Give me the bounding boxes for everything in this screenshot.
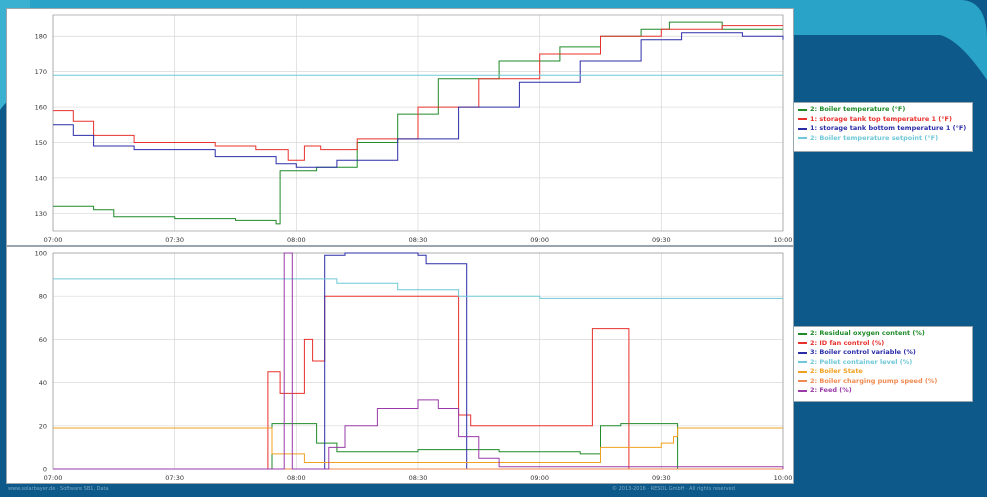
y-tick-label: 80 xyxy=(39,293,47,301)
legend-item: 2: ID fan control (%) xyxy=(798,339,968,349)
legend-swatch xyxy=(798,127,807,130)
x-tick-label: 10:00 xyxy=(774,474,793,482)
legend-label: 1: storage tank top temperature 1 (°F) xyxy=(810,114,952,123)
y-tick-label: 40 xyxy=(39,379,47,387)
x-tick-label: 08:30 xyxy=(409,236,428,244)
legend-label: 2: Boiler temperature setpoint (°F) xyxy=(810,133,939,142)
legend-swatch xyxy=(798,361,807,364)
legend-item: 2: Boiler temperature setpoint (°F) xyxy=(798,134,968,144)
legend-item: 2: Residual oxygen content (%) xyxy=(798,329,968,339)
legend-item: 1: storage tank top temperature 1 (°F) xyxy=(798,115,968,125)
x-tick-label: 07:30 xyxy=(165,474,184,482)
legend-swatch xyxy=(798,118,807,121)
x-tick-label: 08:00 xyxy=(287,236,306,244)
legend-label: 2: Residual oxygen content (%) xyxy=(810,329,925,338)
y-tick-label: 170 xyxy=(35,68,47,76)
legend-bottom: 2: Residual oxygen content (%) 2: ID fan … xyxy=(793,326,973,402)
x-tick-label: 09:00 xyxy=(530,474,549,482)
x-tick-label: 10:00 xyxy=(774,236,793,244)
legend-swatch xyxy=(798,380,807,383)
legend-top: 2: Boiler temperature (°F) 1: storage tan… xyxy=(793,102,973,152)
chart-bottom-svg: 0 20 40 60 80 100 07:00 07:30 08:00 08:30 09:00 09:… xyxy=(35,250,793,483)
legend-swatch xyxy=(798,389,807,392)
legend-label: 2: ID fan control (%) xyxy=(810,338,885,347)
legend-swatch xyxy=(798,342,807,345)
legend-item: 2: Feed (%) xyxy=(798,386,968,396)
legend-label: 2: Boiler charging pump speed (%) xyxy=(810,376,938,385)
footer-left: www.solarbayer.de · Software SB1, Data xyxy=(8,486,109,492)
legend-label: 1: storage tank bottom temperature 1 (°F… xyxy=(810,124,967,133)
y-tick-label: 180 xyxy=(35,33,47,41)
x-tick-label: 09:00 xyxy=(530,236,549,244)
x-tick-label: 09:30 xyxy=(652,474,671,482)
legend-label: 2: Boiler temperature (°F) xyxy=(810,105,906,114)
legend-item: 3: Boiler control variable (%) xyxy=(798,348,968,358)
chart-bottom: 0 20 40 60 80 100 07:00 07:30 08:00 08:30 09:00 09:… xyxy=(6,246,794,484)
legend-label: 3: Boiler control variable (%) xyxy=(810,348,916,357)
legend-item: 1: storage tank bottom temperature 1 (°F… xyxy=(798,124,968,134)
series-line-4 xyxy=(53,427,783,463)
chart-top-svg: 130 140 150 160 170 180 07:00 07:30 08:00 08:30 09… xyxy=(35,14,793,244)
y-tick-label: 0 xyxy=(43,466,47,474)
x-tick-label: 08:30 xyxy=(409,474,428,482)
x-tick-label: 09:30 xyxy=(652,236,671,244)
y-tick-label: 60 xyxy=(39,336,47,344)
series-line-1 xyxy=(53,25,783,161)
series-line-3 xyxy=(53,278,783,299)
x-tick-label: 07:00 xyxy=(44,474,63,482)
legend-label: 2: Feed (%) xyxy=(810,386,852,395)
x-tick-label: 07:30 xyxy=(165,236,184,244)
legend-label: 2: Boiler State xyxy=(810,367,863,376)
series-line-0 xyxy=(53,21,783,225)
legend-item: 2: Boiler charging pump speed (%) xyxy=(798,377,968,387)
legend-swatch xyxy=(798,137,807,140)
y-tick-label: 130 xyxy=(35,210,47,218)
legend-swatch xyxy=(798,332,807,335)
x-tick-label: 07:00 xyxy=(44,236,63,244)
y-tick-label: 140 xyxy=(35,174,47,182)
y-tick-label: 100 xyxy=(35,250,47,258)
chart-top: 130 140 150 160 170 180 07:00 07:30 08:00 08:30 09… xyxy=(6,8,794,246)
series-line-0 xyxy=(53,423,783,470)
legend-swatch xyxy=(798,351,807,354)
legend-item: 2: Boiler temperature (°F) xyxy=(798,105,968,115)
legend-item: 2: Pellet container level (%) xyxy=(798,358,968,368)
series-line-6 xyxy=(53,252,784,470)
footer-right: © 2013-2016 · RESOL GmbH · All rights re… xyxy=(612,486,735,492)
series-line-2 xyxy=(53,32,784,168)
y-tick-label: 150 xyxy=(35,139,47,147)
y-tick-label: 20 xyxy=(39,422,47,430)
legend-item: 2: Boiler State xyxy=(798,367,968,377)
y-tick-label: 160 xyxy=(35,104,47,112)
legend-swatch xyxy=(798,108,807,111)
plot-area xyxy=(52,14,784,232)
x-tick-label: 08:00 xyxy=(287,474,306,482)
legend-swatch xyxy=(798,370,807,373)
legend-label: 2: Pellet container level (%) xyxy=(810,357,913,366)
